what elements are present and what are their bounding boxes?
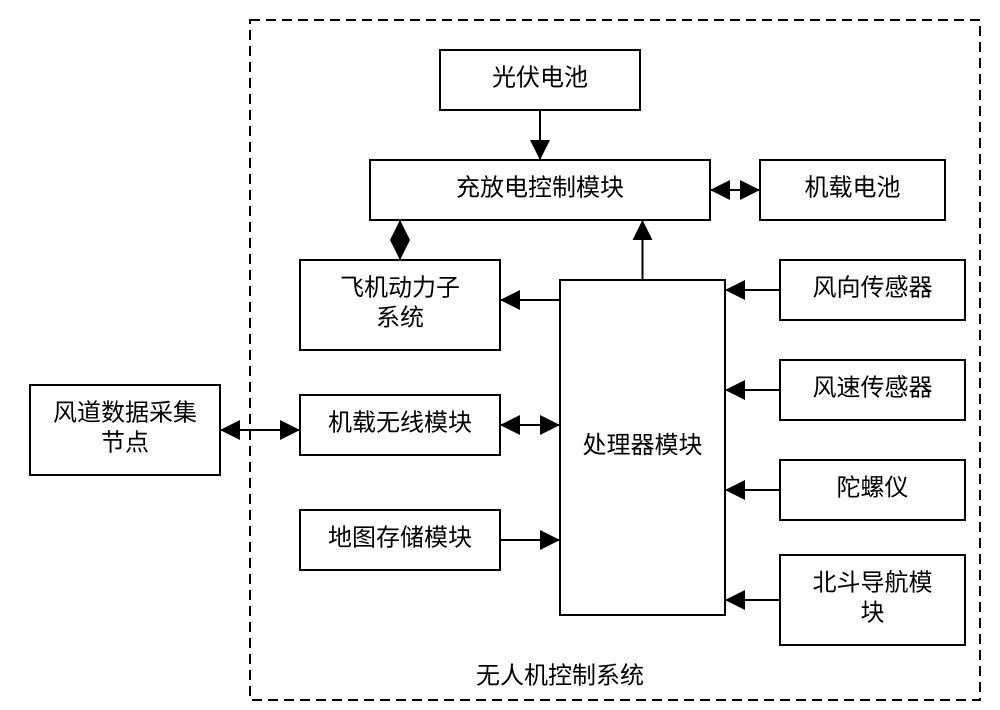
node-charge-label: 充放电控制模块 <box>456 175 624 202</box>
node-processor: 处理器模块 <box>560 280 725 615</box>
node-power_sub-label: 系统 <box>376 305 424 332</box>
node-beidou: 北斗导航模块 <box>780 555 965 645</box>
node-onboard_batt: 机载电池 <box>760 160 945 220</box>
node-beidou-label: 块 <box>861 600 885 627</box>
node-gyro-label: 陀螺仪 <box>837 475 909 502</box>
node-wind_spd-label: 风速传感器 <box>813 375 933 402</box>
node-ext_node-label: 节点 <box>101 430 149 457</box>
node-beidou-label: 北斗导航模 <box>813 570 933 597</box>
node-map_store: 地图存储模块 <box>300 510 500 570</box>
node-onboard_batt-label: 机载电池 <box>805 175 901 202</box>
node-pv-label: 光伏电池 <box>492 65 588 92</box>
node-map_store-label: 地图存储模块 <box>328 525 472 552</box>
node-wind_spd: 风速传感器 <box>780 360 965 420</box>
node-wireless: 机载无线模块 <box>300 395 500 455</box>
node-pv: 光伏电池 <box>440 50 640 110</box>
node-ext_node-label: 风道数据采集 <box>53 400 197 427</box>
node-charge: 充放电控制模块 <box>370 160 710 220</box>
node-wind_dir: 风向传感器 <box>780 260 965 320</box>
system-title: 无人机控制系统 <box>476 663 644 690</box>
node-wind_dir-label: 风向传感器 <box>813 275 933 302</box>
node-ext_node: 风道数据采集节点 <box>30 385 220 475</box>
node-power_sub: 飞机动力子系统 <box>300 260 500 350</box>
node-gyro: 陀螺仪 <box>780 460 965 520</box>
node-wireless-label: 机载无线模块 <box>328 410 472 437</box>
node-processor-label: 处理器模块 <box>583 432 703 459</box>
node-power_sub-label: 飞机动力子 <box>340 275 460 302</box>
diagram-canvas: 风道数据采集节点 光伏电池充放电控制模块 机载电池飞机动力子系统机载无线模块地图存储… <box>0 0 1000 710</box>
